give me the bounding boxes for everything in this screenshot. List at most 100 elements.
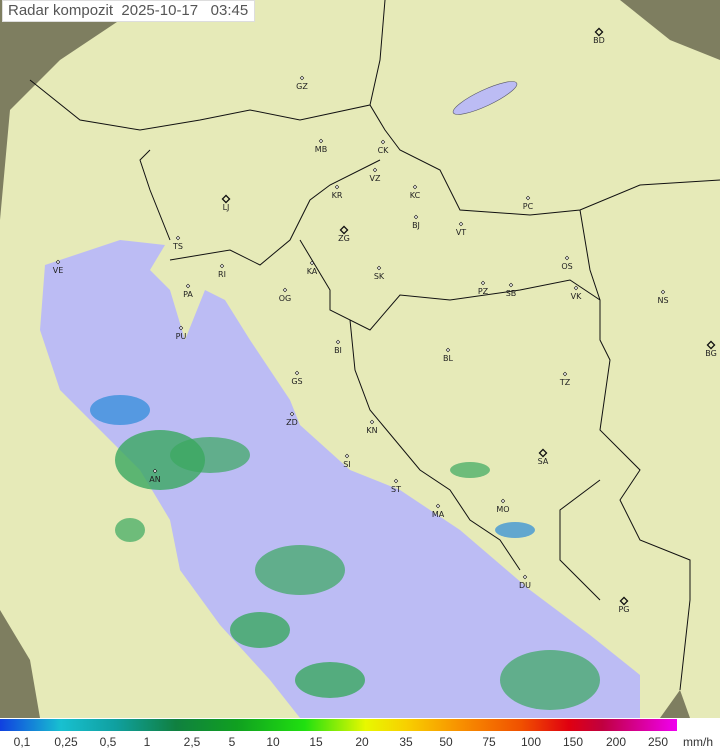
city-marker-icon — [369, 419, 375, 425]
city-gz: GZ — [296, 75, 308, 91]
city-kr: KR — [332, 184, 343, 200]
city-marker-icon — [289, 411, 295, 417]
city-mb: MB — [315, 138, 327, 154]
city-label: DU — [519, 581, 531, 590]
title-label: Radar kompozit — [8, 2, 114, 19]
city-pa: PA — [183, 283, 193, 299]
city-label: SK — [374, 272, 385, 281]
city-marker-icon — [219, 263, 225, 269]
city-label: PU — [176, 332, 187, 341]
city-marker-icon — [221, 194, 231, 204]
city-marker-icon — [508, 282, 514, 288]
city-marker-icon — [335, 339, 341, 345]
city-marker-icon — [55, 259, 61, 265]
city-label: GZ — [296, 82, 308, 91]
city-label: ZG — [338, 234, 350, 243]
city-marker-icon — [445, 347, 451, 353]
city-label: AN — [149, 475, 160, 484]
precipitation — [90, 395, 600, 710]
legend-unit: mm/h — [683, 735, 713, 749]
city-bi: BI — [334, 339, 342, 355]
city-marker-icon — [334, 184, 340, 190]
city-label: BG — [705, 349, 717, 358]
city-label: BJ — [412, 221, 420, 230]
legend-tick-label: 100 — [520, 735, 542, 749]
city-marker-icon — [412, 184, 418, 190]
city-label: KN — [366, 426, 377, 435]
city-ri: RI — [218, 263, 226, 279]
city-marker-icon — [309, 260, 315, 266]
city-marker-icon — [522, 574, 528, 580]
legend-tick-label: 35 — [399, 735, 413, 749]
legend-tick-label: 0,1 — [13, 735, 31, 749]
city-label: VE — [53, 266, 64, 275]
city-label: GS — [291, 377, 302, 386]
city-bl: BL — [443, 347, 454, 363]
legend-tick-label: 0,5 — [99, 735, 117, 749]
city-label: PA — [183, 290, 193, 299]
sea — [40, 240, 640, 718]
city-label: OG — [279, 294, 292, 303]
city-marker-icon — [619, 596, 629, 606]
city-marker-icon — [435, 503, 441, 509]
city-label: OS — [561, 262, 572, 271]
city-label: PG — [618, 605, 629, 614]
city-tz: TZ — [559, 371, 571, 387]
city-label: KA — [307, 267, 318, 276]
legend-tick-label: 5 — [228, 735, 236, 749]
city-marker-icon — [564, 255, 570, 261]
map-title: Radar kompozit 2025-10-17 03:45 — [2, 0, 256, 22]
city-marker-icon — [376, 265, 382, 271]
city-marker-icon — [175, 235, 181, 241]
city-marker-icon — [178, 325, 184, 331]
city-lj: LJ — [221, 194, 231, 212]
city-label: BL — [443, 354, 453, 363]
city-marker-icon — [480, 280, 486, 286]
city-marker-icon — [573, 285, 579, 291]
city-kn: KN — [366, 419, 378, 435]
city-marker-icon — [413, 214, 419, 220]
city-label: KR — [332, 191, 343, 200]
city-label: SA — [538, 457, 549, 466]
city-ns: NS — [657, 289, 669, 305]
city-vk: VK — [571, 285, 582, 301]
city-label: TZ — [559, 378, 571, 387]
city-marker-icon — [393, 478, 399, 484]
city-zg: ZG — [338, 225, 350, 243]
city-marker-icon — [185, 283, 191, 289]
city-label: RI — [218, 270, 226, 279]
city-label: BI — [334, 346, 342, 355]
city-label: CK — [378, 146, 390, 155]
city-mo: MO — [496, 498, 510, 514]
city-marker-icon — [594, 27, 604, 37]
legend-labels: 0,1 0,25 0,5 1 2,5 5 10 15 20 35 50 75 100 150 200 250 m… — [0, 735, 720, 751]
city-marker-icon — [500, 498, 506, 504]
city-markers: GZ BD MB CK VZ KR KC LJ PC BJ VT ZG TS VE KA SK RI OS PA OG… — [53, 27, 717, 614]
legend-tick-label: 200 — [605, 735, 627, 749]
city-label: ZD — [286, 418, 298, 427]
city-marker-icon — [538, 448, 548, 458]
radar-map[interactable]: GZ BD MB CK VZ KR KC LJ PC BJ VT ZG TS VE KA SK RI OS PA OG… — [0, 0, 720, 718]
city-label: KC — [410, 191, 421, 200]
city-sb: SB — [506, 282, 516, 298]
city-ts: TS — [172, 235, 183, 251]
city-label: NS — [657, 296, 668, 305]
city-label: SI — [343, 460, 350, 469]
city-marker-icon — [339, 225, 349, 235]
city-pc: PC — [523, 195, 534, 211]
city-og: OG — [279, 287, 292, 303]
city-marker-icon — [344, 453, 350, 459]
city-label: MO — [496, 505, 509, 514]
city-label: BD — [593, 36, 605, 45]
legend-tick-label: 10 — [266, 735, 280, 749]
city-marker-icon — [282, 287, 288, 293]
title-date: 2025-10-17 — [121, 2, 199, 19]
city-marker-icon — [525, 195, 531, 201]
city-os: OS — [561, 255, 573, 271]
city-marker-icon — [152, 468, 158, 474]
city-marker-icon — [372, 167, 378, 173]
city-label: LJ — [223, 203, 230, 212]
city-label: VK — [571, 292, 582, 301]
legend-tick-label: 2,5 — [183, 735, 201, 749]
city-bd: BD — [593, 27, 605, 45]
